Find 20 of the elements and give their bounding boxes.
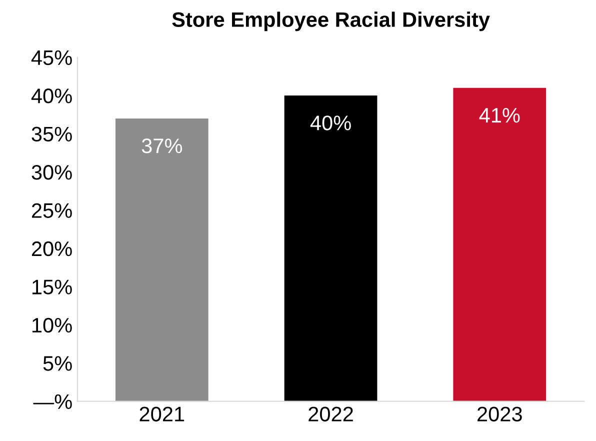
x-tick-label: 2023 — [478, 406, 522, 422]
bar — [115, 118, 208, 402]
y-tick-label: 40% — [31, 88, 72, 104]
y-tick-label: 45% — [31, 50, 72, 66]
x-tick-label: 2021 — [140, 406, 184, 422]
y-tick-label: 5% — [43, 356, 72, 371]
y-tick-label: 10% — [32, 318, 72, 333]
x-tick-label: 2022 — [308, 406, 353, 422]
bar — [284, 96, 378, 402]
chart-title: Store Employee Racial Diversity — [172, 12, 490, 32]
y-tick-label: 15% — [32, 280, 72, 294]
y-tick-label: 25% — [32, 203, 72, 218]
data-label: 37% — [142, 138, 182, 154]
y-tick-label: 35% — [32, 126, 72, 142]
bar — [453, 88, 546, 402]
data-label: 40% — [310, 116, 351, 130]
y-tick-label: 30% — [32, 164, 72, 180]
data-label: 41% — [479, 108, 520, 123]
y-tick-label: —% — [33, 394, 72, 409]
y-tick-label: 20% — [32, 241, 72, 256]
